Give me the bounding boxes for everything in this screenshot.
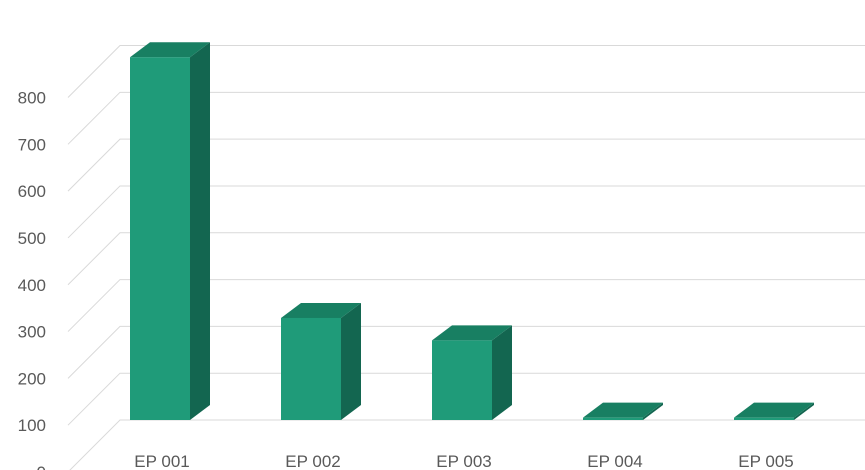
y-tick-label-200: 200 [18, 369, 46, 388]
y-tick-label-300: 300 [18, 323, 46, 342]
gridline-300 [67, 279, 865, 332]
x-axis-category-labels: EP 001 EP 002 EP 003 EP 004 EP 005 [134, 452, 793, 470]
bar-ep-001 [130, 42, 210, 420]
y-axis-tick-labels: 0 100 200 300 400 500 600 700 800 [18, 89, 46, 470]
y-tick-label-100: 100 [18, 416, 46, 435]
y-tick-label-0: 0 [37, 463, 46, 470]
x-category-label: EP 001 [134, 452, 189, 470]
y-tick-label-700: 700 [18, 135, 46, 154]
x-category-label: EP 004 [587, 452, 642, 470]
x-category-label: EP 002 [285, 452, 340, 470]
y-tick-label-800: 800 [18, 89, 46, 108]
y-tick-label-500: 500 [18, 229, 46, 248]
gridline-400 [67, 232, 865, 286]
gridline-600 [67, 138, 865, 192]
bar-ep-004 [583, 402, 663, 420]
gridline-100 [67, 372, 865, 426]
gridlines [67, 45, 865, 470]
gridline-200 [67, 325, 865, 379]
y-tick-label-600: 600 [18, 182, 46, 201]
gridline-700 [67, 91, 865, 145]
bars [130, 42, 814, 420]
bar-ep-003 [432, 325, 512, 420]
gridline-500 [67, 185, 865, 239]
bar-ep-002 [281, 302, 361, 420]
x-category-label: EP 003 [436, 452, 491, 470]
y-tick-label-400: 400 [18, 276, 46, 295]
gridline-800 [67, 45, 865, 98]
x-category-label: EP 005 [738, 452, 793, 470]
bar-ep-005 [734, 402, 814, 420]
